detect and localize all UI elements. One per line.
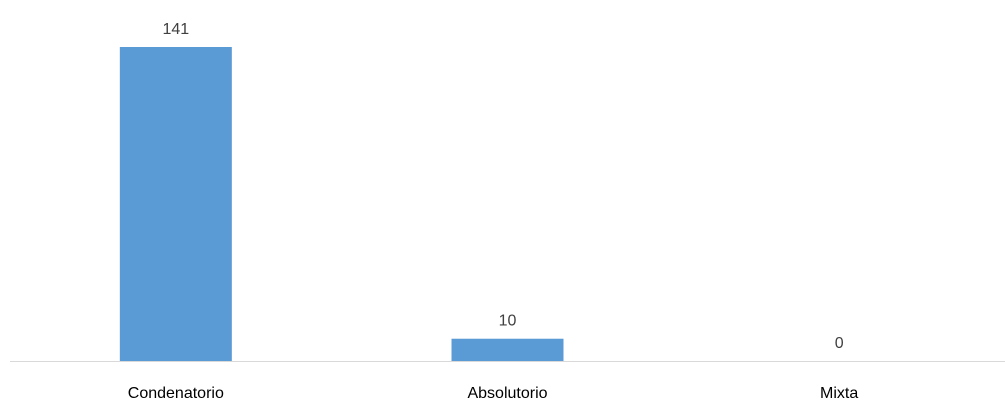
- data-label-condenatorio: 141: [162, 21, 189, 38]
- data-label-absolutorio: 10: [499, 313, 517, 330]
- data-label-mixta: 0: [835, 335, 844, 352]
- bars-group: [119, 47, 564, 361]
- bar-condenatorio: [119, 47, 232, 361]
- data-labels-group: 141 10 0: [162, 21, 843, 352]
- bar-absolutorio: [451, 338, 564, 361]
- category-labels-group: Condenatorio Absolutorio Mixta: [128, 385, 859, 402]
- category-label-condenatorio: Condenatorio: [128, 385, 224, 402]
- category-label-absolutorio: Absolutorio: [467, 385, 547, 402]
- category-label-mixta: Mixta: [820, 385, 858, 402]
